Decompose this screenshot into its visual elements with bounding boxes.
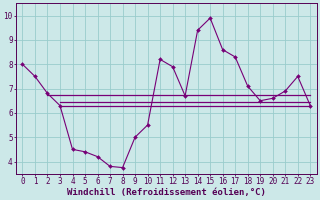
X-axis label: Windchill (Refroidissement éolien,°C): Windchill (Refroidissement éolien,°C) [67,188,266,197]
